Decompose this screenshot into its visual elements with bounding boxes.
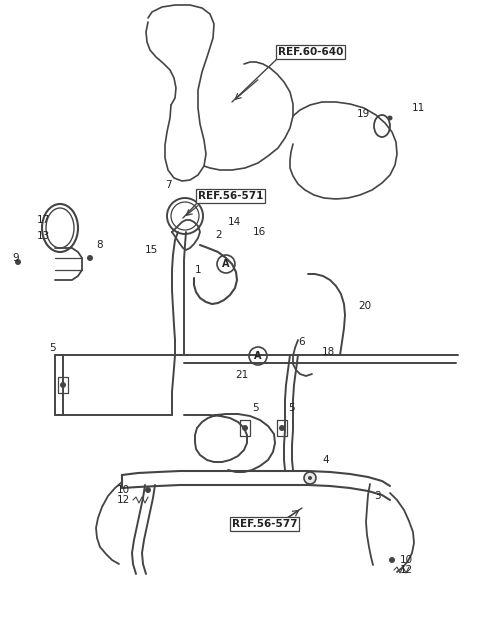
Text: 13: 13	[37, 231, 50, 241]
Circle shape	[387, 116, 393, 121]
Text: 21: 21	[235, 370, 248, 380]
Text: 5: 5	[288, 403, 295, 413]
Text: REF.60-640: REF.60-640	[278, 47, 343, 57]
Text: 5: 5	[49, 343, 56, 353]
Circle shape	[304, 472, 316, 484]
Text: 11: 11	[412, 103, 425, 113]
Text: 15: 15	[145, 245, 158, 255]
Text: 3: 3	[374, 491, 381, 501]
Circle shape	[87, 255, 93, 261]
Text: 9: 9	[12, 253, 19, 263]
Text: 7: 7	[165, 180, 171, 190]
Text: 4: 4	[322, 455, 329, 465]
Text: A: A	[254, 351, 262, 361]
Text: 17: 17	[37, 215, 50, 225]
Text: 20: 20	[358, 301, 371, 311]
Text: 10: 10	[400, 555, 413, 565]
Circle shape	[279, 425, 285, 431]
Circle shape	[308, 476, 312, 480]
Text: 8: 8	[96, 240, 103, 250]
Circle shape	[60, 382, 66, 388]
Text: 12: 12	[400, 565, 413, 575]
Text: 1: 1	[195, 265, 202, 275]
Text: REF.56-571: REF.56-571	[198, 191, 264, 201]
Text: 18: 18	[322, 347, 335, 357]
Text: 14: 14	[228, 217, 241, 227]
Circle shape	[389, 557, 395, 563]
Text: 2: 2	[215, 230, 222, 240]
Text: 10: 10	[117, 485, 130, 495]
Text: 6: 6	[298, 337, 305, 347]
Circle shape	[242, 425, 248, 431]
Text: REF.56-577: REF.56-577	[232, 519, 298, 529]
Text: 5: 5	[252, 403, 259, 413]
Circle shape	[145, 487, 151, 493]
Text: 12: 12	[117, 495, 130, 505]
Text: 19: 19	[357, 109, 370, 119]
Circle shape	[15, 259, 21, 265]
Text: A: A	[222, 259, 230, 269]
Text: 16: 16	[253, 227, 266, 237]
